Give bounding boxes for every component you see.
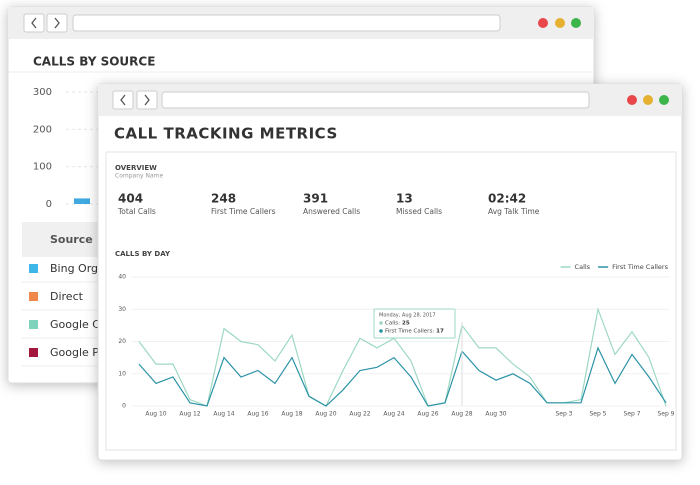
y-tick-label: 0 bbox=[46, 199, 52, 210]
page-title: CALL TRACKING METRICS bbox=[114, 125, 338, 143]
address-bar[interactable] bbox=[72, 14, 501, 32]
forward-icon bbox=[144, 94, 150, 106]
metric-label: Missed Calls bbox=[396, 207, 442, 216]
y-tick-label: 40 bbox=[118, 274, 126, 281]
overview-title: OVERVIEW bbox=[115, 164, 157, 172]
back-icon bbox=[31, 17, 37, 29]
x-tick-label: Aug 30 bbox=[485, 411, 506, 418]
legend-label: First Time Callers bbox=[612, 263, 669, 271]
x-tick-label: Sep 9 bbox=[657, 411, 674, 418]
address-bar[interactable] bbox=[161, 91, 590, 109]
x-tick-label: Sep 3 bbox=[555, 411, 572, 418]
table-header-label: Source bbox=[50, 233, 93, 246]
source-label: Direct bbox=[50, 290, 84, 303]
chart-title: CALLS BY DAY bbox=[115, 250, 171, 258]
back-button[interactable] bbox=[112, 90, 134, 110]
y-tick-label: 300 bbox=[33, 87, 52, 98]
series-line bbox=[138, 307, 667, 407]
metric-value: 02:42 bbox=[488, 192, 526, 206]
metric-label: Total Calls bbox=[117, 207, 156, 216]
tooltip-value: 17 bbox=[436, 329, 444, 335]
source-label: Google C bbox=[50, 318, 100, 331]
x-tick-label: Aug 26 bbox=[417, 411, 438, 418]
y-tick-label: 100 bbox=[33, 162, 52, 173]
source-label: Bing Org bbox=[50, 262, 98, 275]
y-tick-label: 10 bbox=[118, 370, 126, 377]
tooltip-title: Monday, Aug 28, 2017 bbox=[379, 313, 436, 319]
x-tick-label: Sep 7 bbox=[623, 411, 640, 418]
x-tick-label: Aug 28 bbox=[451, 411, 472, 418]
chart-title: CALLS BY SOURCE bbox=[33, 55, 155, 69]
x-tick-label: Aug 10 bbox=[145, 411, 166, 418]
close-dot[interactable] bbox=[627, 95, 637, 105]
forward-icon bbox=[54, 17, 60, 29]
legend-label: Calls bbox=[575, 263, 591, 271]
metric-value: 391 bbox=[303, 192, 328, 206]
source-swatch bbox=[29, 292, 38, 301]
x-tick-label: Aug 16 bbox=[247, 411, 268, 418]
close-dot[interactable] bbox=[538, 18, 548, 28]
x-tick-label: Aug 14 bbox=[213, 411, 234, 418]
source-swatch bbox=[29, 320, 38, 329]
tooltip-label: Calls: bbox=[385, 321, 400, 327]
tooltip-dot bbox=[379, 329, 383, 333]
y-tick-label: 20 bbox=[118, 338, 126, 345]
x-tick-label: Aug 18 bbox=[281, 411, 302, 418]
source-swatch bbox=[29, 348, 38, 357]
y-tick-label: 0 bbox=[122, 403, 126, 410]
metric-label: First Time Callers bbox=[211, 207, 276, 216]
back-icon bbox=[120, 94, 126, 106]
metric-value: 248 bbox=[211, 192, 236, 206]
x-tick-label: Aug 24 bbox=[383, 411, 404, 418]
overview-subtitle: Company Name bbox=[115, 173, 163, 180]
tooltip-value: 25 bbox=[402, 321, 410, 327]
source-label: Google P bbox=[50, 346, 99, 359]
tooltip-box bbox=[373, 308, 456, 339]
x-tick-label: Aug 12 bbox=[179, 411, 200, 418]
y-tick-label: 30 bbox=[118, 306, 126, 313]
source-swatch bbox=[29, 264, 38, 273]
x-tick-label: Sep 5 bbox=[589, 411, 606, 418]
tooltip-dot bbox=[379, 321, 383, 325]
series-line bbox=[138, 346, 667, 407]
metric-value: 404 bbox=[118, 192, 143, 206]
metric-label: Answered Calls bbox=[303, 207, 360, 216]
x-tick-label: Aug 22 bbox=[349, 411, 370, 418]
bar bbox=[74, 198, 90, 204]
metric-value: 13 bbox=[396, 192, 413, 206]
maximize-dot[interactable] bbox=[659, 95, 669, 105]
front-window: CALL TRACKING METRICS OVERVIEW Company N… bbox=[97, 83, 683, 461]
back-button[interactable] bbox=[23, 13, 45, 33]
tooltip-label: First Time Callers: bbox=[385, 329, 434, 335]
forward-button[interactable] bbox=[136, 90, 158, 110]
y-tick-label: 200 bbox=[33, 124, 52, 135]
minimize-dot[interactable] bbox=[643, 95, 653, 105]
maximize-dot[interactable] bbox=[571, 18, 581, 28]
dashboard-panel bbox=[105, 151, 677, 451]
forward-button[interactable] bbox=[46, 13, 68, 33]
x-tick-label: Aug 20 bbox=[315, 411, 336, 418]
minimize-dot[interactable] bbox=[555, 18, 565, 28]
metric-label: Avg Talk Time bbox=[488, 207, 540, 216]
